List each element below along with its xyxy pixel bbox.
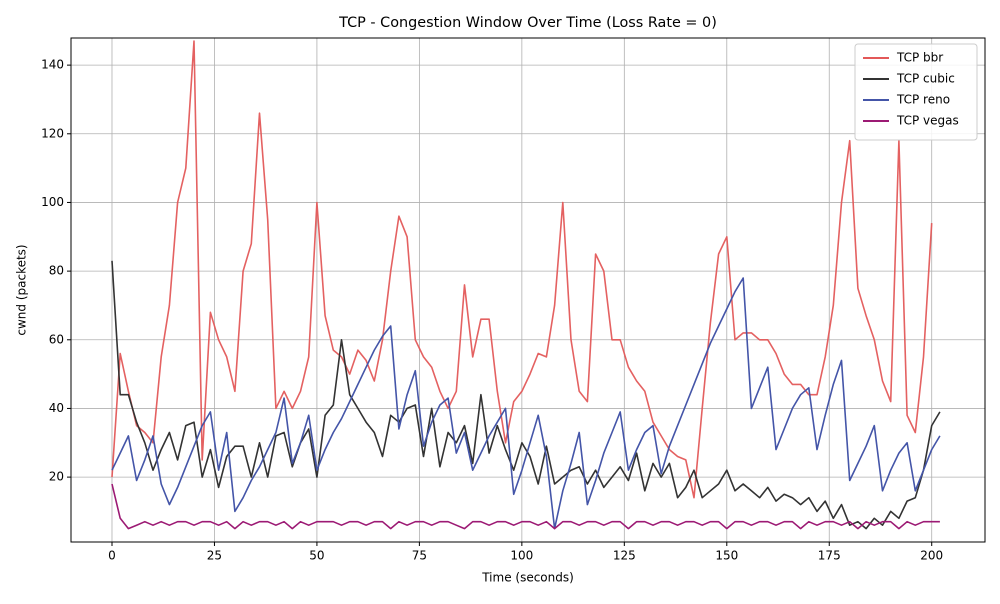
legend-box bbox=[854, 43, 978, 141]
x-tick-label: 0 bbox=[108, 549, 116, 563]
y-tick-label: 140 bbox=[41, 58, 64, 72]
y-tick-label: 120 bbox=[41, 126, 64, 140]
y-tick-label: 20 bbox=[49, 470, 64, 484]
legend-label: TCP vegas bbox=[896, 114, 959, 128]
plot-frame bbox=[70, 37, 986, 543]
x-axis-label: Time (seconds) bbox=[481, 571, 574, 585]
x-tick-label: 125 bbox=[613, 549, 636, 563]
chart-title: TCP - Congestion Window Over Time (Loss … bbox=[338, 15, 717, 31]
x-tick-label: 75 bbox=[412, 549, 427, 563]
y-tick-label: 100 bbox=[41, 195, 64, 209]
y-axis-label: cwnd (packets) bbox=[15, 244, 29, 335]
legend-label: TCP reno bbox=[896, 93, 950, 107]
x-tick-label: 200 bbox=[920, 549, 943, 563]
legend-label: TCP bbr bbox=[896, 51, 943, 65]
y-tick-label: 40 bbox=[49, 401, 64, 415]
x-tick-label: 50 bbox=[309, 549, 324, 563]
x-tick-label: 150 bbox=[715, 549, 738, 563]
y-tick-label: 60 bbox=[49, 332, 64, 346]
series-line bbox=[111, 277, 941, 530]
x-tick-label: 175 bbox=[818, 549, 841, 563]
x-tick-label: 100 bbox=[510, 549, 533, 563]
y-tick-label: 80 bbox=[49, 264, 64, 278]
series-line bbox=[111, 483, 940, 530]
legend-label: TCP cubic bbox=[896, 72, 955, 86]
x-tick-label: 25 bbox=[207, 549, 222, 563]
series-line bbox=[111, 260, 941, 530]
series-line bbox=[111, 40, 933, 499]
